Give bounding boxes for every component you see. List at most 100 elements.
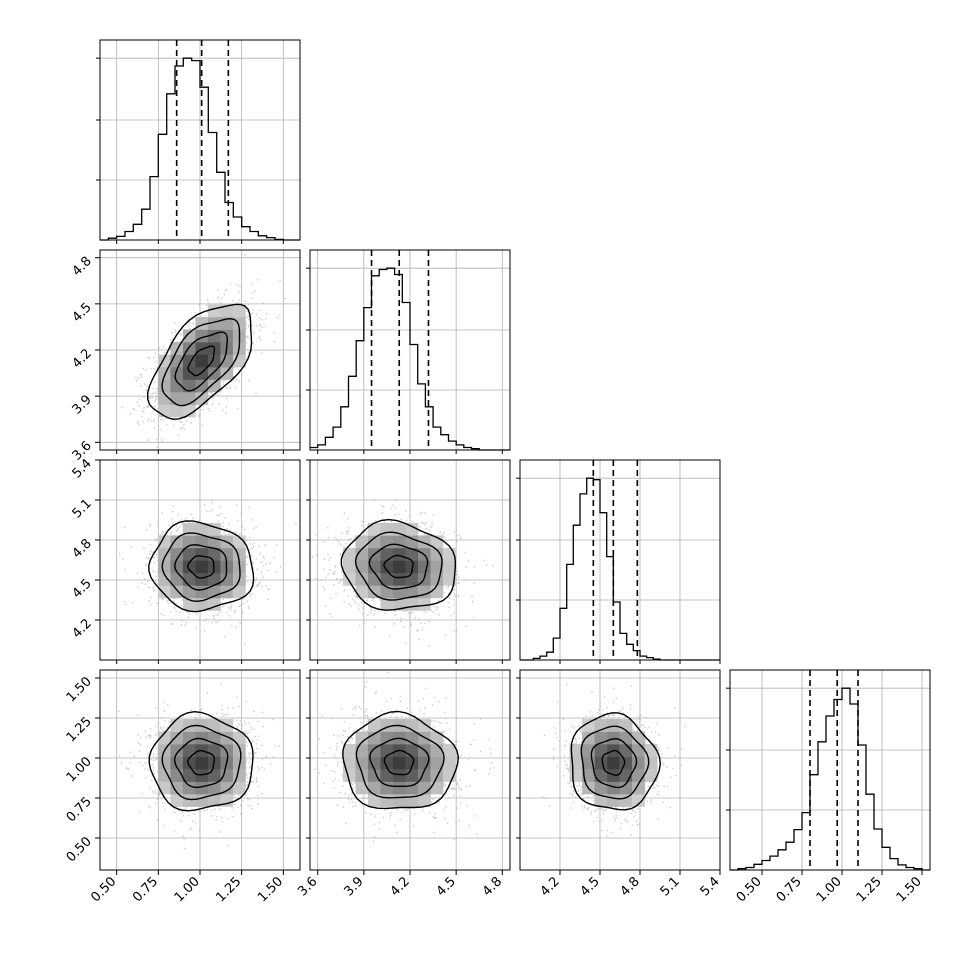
density-cell [430, 585, 444, 599]
density-cell [182, 329, 196, 343]
density-cell [207, 731, 221, 745]
xtick-label-3-2: 1.00 [814, 874, 845, 905]
density-cell [380, 794, 394, 807]
contour-3-1-2 [355, 724, 445, 799]
density-cell [182, 769, 196, 782]
contour-2-1-2 [354, 531, 443, 601]
panel-3-1 [309, 669, 511, 871]
contour-3-2-3 [570, 712, 662, 811]
hist-step-3 [730, 687, 930, 871]
xtick-label-0-2: 1.00 [172, 874, 203, 905]
contour-1-0-3 [147, 303, 253, 420]
density-cell [632, 769, 645, 782]
panel-3-2 [519, 669, 721, 871]
panel-content-2-1 [310, 460, 510, 660]
density-cell [170, 547, 184, 561]
density-cell [380, 769, 394, 782]
contour-3-0-1 [173, 737, 229, 788]
density-cell [430, 756, 444, 770]
density-cell [157, 731, 171, 745]
density-cell [417, 535, 431, 549]
density-cell [417, 719, 431, 732]
density-cell [195, 547, 209, 561]
density-cell [232, 744, 246, 757]
density-cell [220, 781, 234, 795]
panel-content-3-1 [310, 670, 510, 870]
density-cell [430, 731, 444, 745]
density-cell [619, 794, 633, 807]
density-cell [594, 769, 608, 782]
panel-content-2-0 [100, 460, 300, 660]
density-cell [182, 404, 196, 418]
density-cell [207, 719, 221, 732]
density-cell [569, 769, 583, 782]
density-cell [232, 731, 246, 745]
xtick-label-3-3: 1.25 [854, 874, 885, 905]
ytick-label-3-2: 1.00 [64, 754, 95, 785]
xtick-label-1-1: 3.9 [341, 874, 366, 899]
density-cell [342, 756, 356, 770]
density-cell [195, 572, 209, 586]
ytick-label-1-3: 4.5 [70, 300, 95, 325]
density-cell [157, 756, 171, 770]
density-cell [157, 769, 171, 782]
density-cell [380, 572, 394, 586]
density-cell [582, 744, 595, 757]
density-cell [355, 781, 369, 795]
density-cell [367, 731, 381, 745]
density-cell [405, 769, 419, 782]
density-cell [157, 392, 171, 405]
hist-panel-2 [516, 459, 721, 661]
density-cell [355, 547, 369, 561]
ytick-label-2-1: 4.5 [70, 576, 95, 601]
panel-frame-3-2 [519, 669, 721, 871]
density-cell [367, 794, 381, 807]
xtick-label-1-4: 4.8 [480, 874, 505, 899]
panel-2-0 [99, 459, 301, 661]
density-cell [182, 560, 196, 574]
density-cell [170, 744, 184, 757]
density-cell [342, 560, 356, 574]
density-cell [392, 547, 406, 561]
density-cell [195, 731, 209, 745]
density-cell [157, 572, 171, 586]
contour-3-0-3 [148, 710, 254, 812]
density-cell [380, 731, 394, 745]
density-cell [442, 572, 456, 586]
density-cell [342, 547, 356, 561]
density-cell [405, 585, 419, 599]
density-cell [619, 731, 633, 745]
density-cell [367, 781, 381, 795]
density-cell [195, 769, 209, 782]
xtick-label-1-2: 4.2 [388, 874, 413, 899]
density-cell [170, 560, 184, 574]
density-cell [355, 572, 369, 586]
ytick-label-3-4: 1.50 [64, 674, 95, 705]
hist-step-0 [100, 57, 300, 241]
density-cell [380, 781, 394, 795]
contour-1-0-2 [161, 317, 241, 407]
density-cell [582, 719, 595, 732]
hist-background-3 [730, 670, 930, 870]
density-cell [207, 769, 221, 782]
density-cell [207, 572, 221, 586]
density-cell [405, 547, 419, 561]
density-cell [232, 585, 246, 599]
density-cell [220, 354, 234, 368]
density-cell [195, 585, 209, 599]
density-cell [594, 781, 608, 795]
density-cell [232, 535, 246, 549]
density-cell [355, 535, 369, 549]
density-cell [232, 781, 246, 795]
density-cell [355, 756, 369, 770]
contour-3-2-1 [590, 737, 638, 789]
density-cell [195, 522, 209, 536]
density-cell [157, 379, 171, 393]
density-cell [607, 781, 620, 795]
density-cell [207, 304, 221, 318]
density-cell [405, 535, 419, 549]
contour-2-0-0 [187, 555, 215, 579]
contour-1-0-0 [187, 345, 216, 377]
density-cell [392, 781, 406, 795]
density-cell [182, 585, 196, 599]
